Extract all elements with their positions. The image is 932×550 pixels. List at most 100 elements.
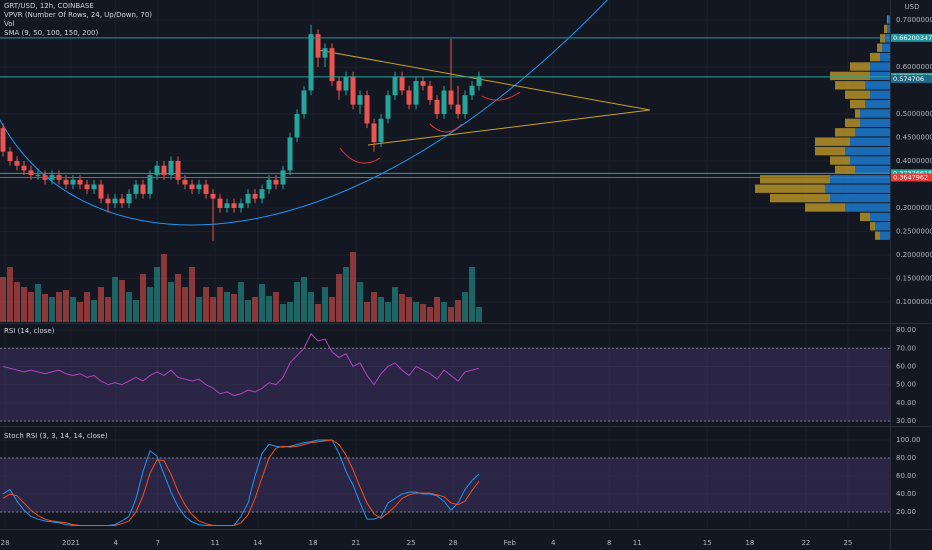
candle-body [84,184,90,190]
volume-bar [280,304,287,322]
vpvr-up [870,212,890,222]
candle-body [154,165,160,176]
candle-body [364,95,370,124]
candle-body [273,179,279,185]
volume-bar [371,292,378,322]
volume-bar [294,282,301,322]
y-tick-label: 100.00 [896,436,921,444]
candle-body [98,184,104,199]
price-label-box [891,173,932,182]
curve-drawing [339,147,381,164]
vpvr-down [815,146,845,156]
x-tick-label: 8 [607,539,611,547]
volume-bar [161,254,168,322]
vpvr-down [760,175,830,184]
volume-bar [168,282,175,322]
volume-bar [105,297,112,322]
band-fill [0,348,890,421]
x-tick-label: 4 [551,539,556,547]
y-tick-label: 80.00 [896,454,916,462]
candle-body [336,81,342,91]
candle-body [182,179,188,185]
volume-bar [238,282,245,322]
candle-body [259,189,265,199]
volume-bar [49,297,56,322]
candle-body [252,193,258,199]
volume-bar [70,297,77,322]
y-tick-label: 20.00 [896,508,916,516]
candle-body [448,90,454,105]
pane-title: RSI (14, close) [4,327,55,335]
candle-body [350,76,356,105]
vpvr-down [870,222,875,231]
candle-body [14,161,20,166]
vpvr-up [865,99,890,109]
y-tick-label: 80.00 [896,326,916,334]
candle-body [434,99,440,115]
x-tick-label: 25 [843,539,852,547]
candle-body [378,118,384,143]
volume-bar [56,292,63,322]
vpvr-up [865,81,890,90]
candle-body [203,184,209,194]
candle-body [21,165,27,171]
candle-body [168,161,174,176]
vpvr-down [835,128,855,137]
vpvr-down [770,193,830,203]
volume-bar [392,287,399,322]
x-tick-label: 18 [309,539,318,547]
y-tick-label: 50.00 [896,381,916,389]
candle-body [91,184,97,190]
volume-bar [448,307,455,322]
vpvr-down [830,156,850,165]
volume-bar [154,267,161,322]
vpvr-down [860,212,870,222]
volume-bar [308,292,315,322]
candle-body [77,179,83,185]
volume-bar [329,297,336,322]
volume-bar [21,287,28,322]
candle-body [462,95,468,115]
candle-body [455,104,461,115]
candle-body [476,76,482,86]
vpvr-up [845,146,890,156]
arc-drawing [0,0,608,226]
volume-bar [343,267,350,322]
volume-bar [196,297,203,322]
vpvr-up [855,165,890,175]
volume-bar [0,277,7,322]
vpvr-down [855,109,860,118]
candle-body [210,193,216,199]
vpvr-up [887,24,890,34]
candle-body [287,137,293,171]
candle-body [371,123,377,143]
price-label: 0.3647962 [893,174,928,182]
volume-bar [252,297,259,322]
vpvr-down [835,165,855,175]
vpvr-down [884,24,887,34]
vpvr-up [825,184,890,193]
vpvr-up [860,109,890,118]
volume-bar [273,292,280,322]
candle-body [126,193,132,204]
volume-bar [434,297,441,322]
volume-bar [28,292,35,322]
candle-body [105,198,111,204]
x-tick-label: 18 [745,539,754,547]
candle-body [140,184,146,194]
indicator-line [2,332,480,397]
candle-body [315,34,321,58]
volume-bar [63,290,70,322]
volume-bar [462,292,469,322]
candle-body [7,151,13,161]
volume-bar [182,287,189,322]
x-tick-label: 11 [211,539,220,547]
price-label-box [891,33,932,42]
